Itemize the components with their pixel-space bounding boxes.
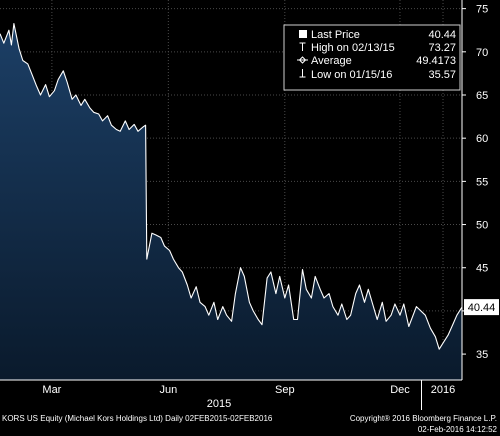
legend-value: 35.57 — [428, 69, 456, 81]
legend-entry-last-price: Last Price 40.44 — [299, 29, 456, 41]
y-tick-label: 75 — [476, 4, 488, 16]
ticker-caption: KORS US Equity (Michael Kors Holdings Lt… — [2, 414, 273, 423]
low-marker-icon — [299, 69, 306, 78]
y-tick-label: 35 — [476, 349, 488, 361]
y-tick-label: 45 — [476, 263, 488, 275]
series-line — [0, 23, 463, 350]
legend-label: Last Price — [311, 29, 360, 41]
x-tick-label: Jun — [159, 384, 177, 396]
legend-entry-average: Average 49.4173 — [297, 55, 456, 67]
y-tick-label: 50 — [476, 220, 488, 232]
legend-label: Low on 01/15/16 — [311, 69, 392, 81]
legend-entry-low: Low on 01/15/16 35.57 — [299, 69, 456, 81]
x-tick-label: Sep — [275, 384, 295, 396]
square-icon — [299, 30, 307, 38]
x-tick-label: Dec — [390, 384, 410, 396]
legend-value: 49.4173 — [416, 55, 456, 67]
legend-box — [283, 24, 461, 91]
last-value-box — [464, 299, 499, 316]
high-marker-icon — [299, 42, 306, 51]
x-tick-label: 2016 — [431, 384, 455, 396]
y-tick-label: 70 — [476, 47, 488, 59]
legend-label: High on 02/13/15 — [311, 42, 395, 54]
legend: Last Price 40.44 High on 02/13/15 73.27 … — [283, 24, 461, 91]
legend-label: Average — [311, 55, 352, 67]
legend-entry-high: High on 02/13/15 73.27 — [299, 42, 456, 54]
legend-value: 73.27 — [428, 42, 456, 54]
y-tick-label: 60 — [476, 133, 488, 145]
x-year-label: 2015 — [207, 398, 231, 410]
y-tick-label: 55 — [476, 176, 488, 188]
copyright: Copyright® 2016 Bloomberg Finance L.P. — [349, 414, 497, 423]
x-tick-label: Mar — [42, 384, 61, 396]
average-marker-icon — [297, 56, 308, 64]
timestamp: 02-Feb-2016 14:12:52 — [417, 425, 497, 434]
legend-value: 40.44 — [428, 29, 456, 41]
y-tick-label: 65 — [476, 90, 488, 102]
series-layer — [0, 23, 463, 380]
last-value-label: 40.44 — [468, 302, 496, 314]
series-area — [0, 23, 462, 380]
axes: 354045505560657075MarJunSepDec2016201540… — [0, 0, 499, 410]
